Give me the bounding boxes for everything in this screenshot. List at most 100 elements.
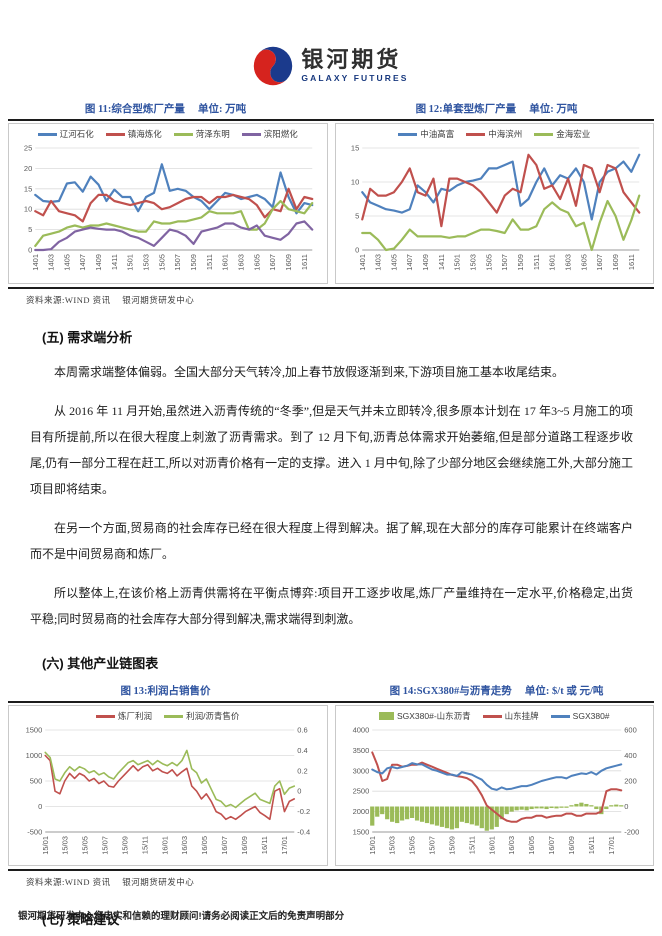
fig11-caption: 图 11:综合型炼厂产量 单位: 万吨 <box>84 104 247 115</box>
svg-text:16/11: 16/11 <box>586 836 595 854</box>
paragraph: 从 2016 年 11 月开始,虽然进入沥青传统的“冬季”,但是天气并未立即转冷… <box>30 404 633 496</box>
svg-text:0: 0 <box>28 246 32 255</box>
svg-text:16/07: 16/07 <box>220 836 229 855</box>
chart-fig12-refinery-output: 中油高富 中海滨州 金海宏业 0 5 10 15 1401 1403 1405 1407 1409 1… <box>334 123 654 284</box>
svg-text:-0.4: -0.4 <box>297 828 310 837</box>
svg-text:0.4: 0.4 <box>297 746 307 755</box>
svg-text:16/09: 16/09 <box>240 836 249 855</box>
fig14-caption: 图 14:SGX380#与沥青走势 单位: $/t 或 元/吨 <box>389 686 604 697</box>
line-chart-svg: -500 0 500 1000 1500 -0.4 -0.2 0 0.2 0.4 0.6 15/01 1… <box>26 726 311 855</box>
svg-text:15: 15 <box>350 144 358 153</box>
svg-text:1403: 1403 <box>47 254 56 271</box>
svg-text:1511: 1511 <box>205 254 214 270</box>
svg-text:1503: 1503 <box>142 254 151 271</box>
svg-text:1509: 1509 <box>189 254 198 271</box>
divider <box>8 701 654 703</box>
svg-text:1503: 1503 <box>468 254 477 271</box>
fig14-plot: 1500 2000 2500 3000 3500 4000 -200 0 200 400 600 15… <box>336 723 654 861</box>
svg-text:16/05: 16/05 <box>527 836 536 855</box>
fig11-plot: 0 5 10 15 20 25 1401 1403 1405 1407 1409 1411 1501 15… <box>9 141 327 279</box>
disclaimer-footer: 银河期货研发中心您忠实和信赖的理财顾问!请务必阅读正文后的免责声明部分 <box>18 911 345 922</box>
svg-text:-200: -200 <box>624 828 639 837</box>
legend-marker <box>466 132 486 136</box>
svg-text:1407: 1407 <box>78 254 87 271</box>
svg-text:1403: 1403 <box>373 254 382 271</box>
svg-text:10: 10 <box>24 205 32 214</box>
source-note: 资料来源:WIND 资讯 银河期货研发中心 <box>26 295 195 305</box>
svg-text:-500: -500 <box>27 828 42 837</box>
legend-marker <box>96 714 116 718</box>
svg-text:1603: 1603 <box>237 254 246 271</box>
svg-text:16/01: 16/01 <box>160 836 169 855</box>
fig12-plot: 0 5 10 15 1401 1403 1405 1407 1409 1411 1501 1503 15… <box>336 141 654 279</box>
svg-text:5: 5 <box>355 212 359 221</box>
svg-text:16/11: 16/11 <box>260 836 269 854</box>
legend-marker <box>164 714 184 718</box>
svg-text:15/09: 15/09 <box>447 836 456 855</box>
svg-text:1507: 1507 <box>173 254 182 271</box>
paragraph: 本周需求端整体偏弱。全国大部分天气转冷,加上春节放假逐渐到来,下游项目施工基本收… <box>54 365 565 379</box>
legend-marker <box>37 132 57 136</box>
svg-text:1405: 1405 <box>62 254 71 271</box>
legend-marker <box>398 132 418 136</box>
line-chart-svg: 1500 2000 2500 3000 3500 4000 -200 0 200 400 600 15… <box>352 726 639 855</box>
fig12-legend: 中油高富 中海滨州 金海宏业 <box>336 127 654 141</box>
svg-text:1507: 1507 <box>500 254 509 271</box>
svg-text:0: 0 <box>355 246 359 255</box>
paragraph: 所以整体上,在该价格上沥青供需将在平衡点博弈:项目开工逐步收尾,炼厂产量维持在一… <box>30 586 633 626</box>
logo-text: 银河期货 GALAXY FUTURES <box>301 49 408 83</box>
source-note: 资料来源:WIND 资讯 银河期货研发中心 <box>26 877 195 887</box>
svg-text:16/03: 16/03 <box>507 836 516 855</box>
svg-text:1401: 1401 <box>31 254 40 271</box>
svg-text:0: 0 <box>38 802 42 811</box>
svg-text:500: 500 <box>30 777 43 786</box>
svg-text:1501: 1501 <box>452 254 461 271</box>
fig13-caption: 图 13:利润占销售价 <box>120 686 211 697</box>
divider <box>8 869 654 871</box>
divider <box>8 287 654 289</box>
svg-text:15/11: 15/11 <box>140 836 149 854</box>
svg-text:1500: 1500 <box>352 828 369 837</box>
svg-text:1501: 1501 <box>126 254 135 271</box>
svg-text:200: 200 <box>624 777 637 786</box>
galaxy-futures-logo: 银河期货 GALAXY FUTURES <box>253 46 408 86</box>
legend-item: 中海滨州 <box>466 128 522 140</box>
legend-marker <box>550 714 570 718</box>
svg-text:15/05: 15/05 <box>81 836 90 855</box>
legend-marker <box>105 132 125 136</box>
charts-row-1: 辽河石化 镇海炼化 菏泽东明 滨阳燃化 0 5 10 15 20 25 1401 1403 1405 1… <box>0 123 662 284</box>
galaxy-swirl-icon <box>254 46 293 86</box>
line-chart-svg: 0 5 10 15 1401 1403 1405 1407 1409 1411 1501 1503 15… <box>350 144 640 271</box>
svg-text:1500: 1500 <box>26 726 43 735</box>
svg-text:1601: 1601 <box>221 254 230 271</box>
legend-marker <box>378 712 394 720</box>
svg-text:1407: 1407 <box>405 254 414 271</box>
svg-text:2500: 2500 <box>352 787 369 796</box>
charts-row-2: 炼厂利润 利润/沥青售价 -500 0 500 1000 1500 -0.4 -0.2 0 0.2… <box>0 705 662 866</box>
svg-text:15/07: 15/07 <box>427 836 436 855</box>
fig12-caption: 图 12:单套型炼厂产量 单位: 万吨 <box>415 104 578 115</box>
svg-text:16/05: 16/05 <box>200 836 209 855</box>
svg-text:15/11: 15/11 <box>467 836 476 854</box>
chart-fig14-sgx380-asphalt: SGX380#-山东沥青 山东挂牌 SGX380# 1500 2000 2500 3000… <box>334 705 654 866</box>
svg-text:1611: 1611 <box>626 254 635 270</box>
svg-text:1000: 1000 <box>26 751 43 760</box>
svg-text:17/01: 17/01 <box>606 836 615 855</box>
svg-text:1609: 1609 <box>610 254 619 271</box>
legend-item: SGX380#-山东沥青 <box>378 710 471 722</box>
svg-text:17/01: 17/01 <box>280 836 289 855</box>
paragraph: 在另一个方面,贸易商的社会库存已经在很大程度上得到解决。据了解,现在大部分的库存… <box>30 521 633 561</box>
svg-text:16/09: 16/09 <box>566 836 575 855</box>
svg-text:1605: 1605 <box>579 254 588 271</box>
svg-text:1505: 1505 <box>484 254 493 271</box>
legend-marker <box>241 132 261 136</box>
section-heading-strategy: (七) 策略建议 <box>42 912 120 927</box>
figure-captions-row-1: 图 11:综合型炼厂产量 单位: 万吨 图 12:单套型炼厂产量 单位: 万吨 <box>0 101 662 116</box>
svg-text:15/07: 15/07 <box>101 836 110 855</box>
svg-text:4000: 4000 <box>352 726 369 735</box>
svg-text:15/09: 15/09 <box>120 836 129 855</box>
svg-text:1603: 1603 <box>563 254 572 271</box>
fig14-legend: SGX380#-山东沥青 山东挂牌 SGX380# <box>336 709 654 723</box>
legend-marker <box>173 132 193 136</box>
